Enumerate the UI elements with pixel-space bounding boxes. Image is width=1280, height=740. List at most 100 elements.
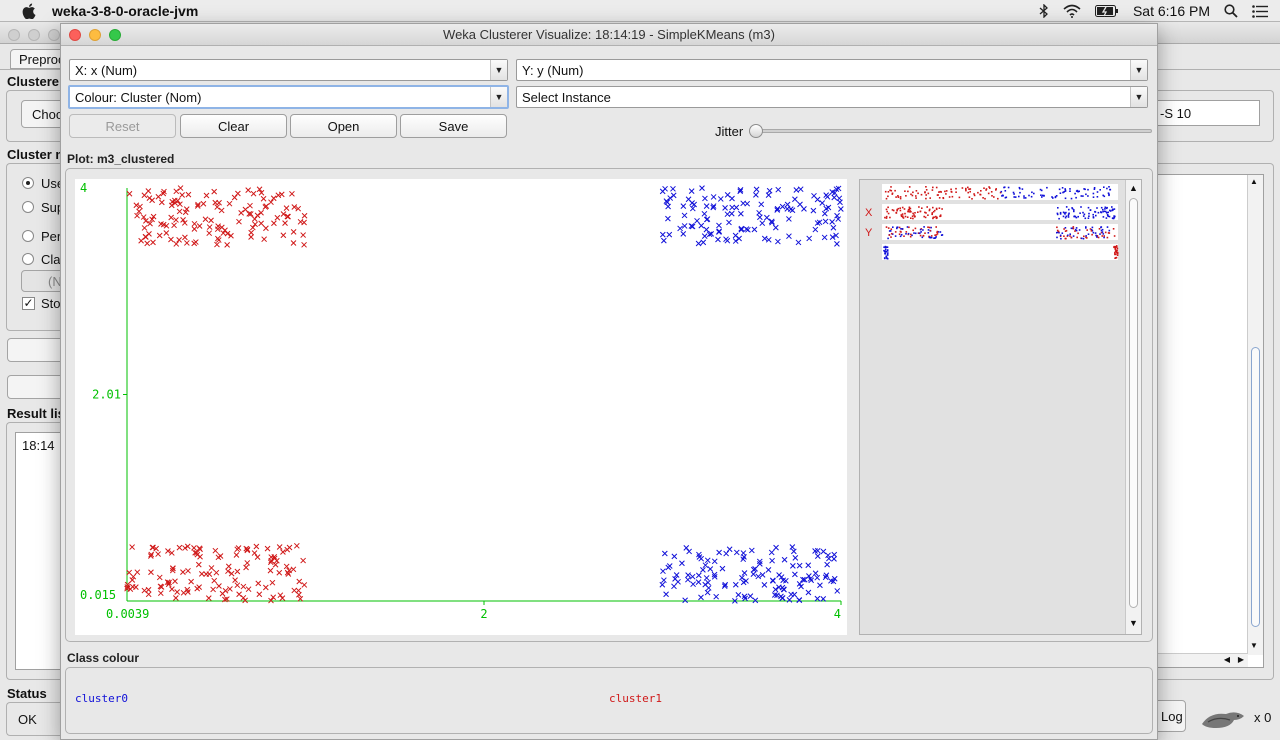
use-training-radio[interactable] (22, 177, 34, 189)
scroll-right-arrow-icon[interactable]: ▶ (1237, 655, 1244, 664)
legend-cluster0[interactable]: cluster0 (75, 692, 128, 705)
attr-point (1033, 192, 1035, 195)
data-point-cluster1 (211, 577, 218, 584)
attr-point (1060, 237, 1062, 240)
x-axis-select[interactable]: X: x (Num) ▼ (69, 59, 508, 81)
data-point-cluster1 (251, 216, 258, 222)
classes-to-clusters-radio[interactable] (22, 253, 34, 265)
weka-bird-icon[interactable] (1200, 708, 1248, 733)
spotlight-search-icon[interactable] (1224, 4, 1238, 18)
attr-point (1059, 213, 1062, 215)
attr-scroll-thumb[interactable] (1129, 198, 1138, 608)
app-name[interactable]: weka-3-8-0-oracle-jvm (52, 2, 199, 19)
battery-icon[interactable] (1094, 5, 1119, 17)
x-axis-dropdown-arrow-icon[interactable]: ▼ (490, 60, 507, 80)
data-point-cluster0 (772, 586, 779, 593)
data-point-cluster1 (269, 579, 276, 586)
result-list[interactable]: 18:14 (15, 432, 66, 670)
attr-point (1019, 187, 1021, 190)
save-button[interactable]: Save (400, 114, 507, 138)
data-point-cluster1 (126, 190, 133, 197)
attr-point (935, 234, 938, 236)
jitter-slider-knob[interactable] (749, 124, 763, 138)
close-window-button[interactable] (69, 29, 81, 41)
scroll-up-arrow-icon[interactable]: ▲ (1250, 177, 1258, 186)
attr-point (1106, 213, 1109, 216)
clusterer-output-text[interactable]: ▲ ▼ ◀ ▶ (1154, 174, 1264, 668)
colour-dropdown-arrow-icon[interactable]: ▼ (490, 87, 507, 107)
scatter-plot-svg[interactable]: 0.0039 2 4 4 2.01 0.015 (75, 179, 847, 635)
output-scroll-thumb[interactable] (1251, 347, 1260, 627)
data-point-cluster0 (758, 201, 765, 208)
attr-point (1062, 191, 1064, 194)
output-horizontal-scrollbar[interactable]: ◀ ▶ (1154, 653, 1248, 667)
data-point-cluster1 (260, 195, 267, 202)
attr-point (935, 215, 937, 218)
clusterer-options-field[interactable]: -S 10 (1154, 100, 1260, 126)
minimize-window-button[interactable] (89, 29, 101, 41)
scatter-plot-area[interactable]: 0.0039 2 4 4 2.01 0.015 (75, 179, 847, 635)
apple-icon[interactable] (20, 3, 38, 19)
percentage-split-radio[interactable] (22, 230, 34, 242)
attribute-bars-svg[interactable]: XY (860, 180, 1125, 634)
data-point-cluster1 (150, 239, 156, 246)
attr-bar-y-label: Y (865, 227, 873, 239)
data-point-cluster1 (231, 194, 238, 201)
scroll-down-arrow-icon[interactable]: ▼ (1250, 641, 1258, 650)
result-list-item[interactable]: 18:14 (22, 438, 55, 453)
jitter-slider-track[interactable] (753, 129, 1152, 133)
attr-point (884, 252, 886, 255)
select-instance-dropdown-arrow-icon[interactable]: ▼ (1130, 87, 1147, 107)
attr-point (1099, 233, 1101, 235)
data-point-cluster0 (698, 594, 704, 601)
attr-point (912, 191, 914, 194)
data-point-cluster1 (176, 237, 182, 243)
window-titlebar: Weka Clusterer Visualize: 18:14:19 - Sim… (61, 24, 1157, 46)
attr-point (917, 211, 919, 213)
y-axis-select[interactable]: Y: y (Num) ▼ (516, 59, 1148, 81)
wifi-icon[interactable] (1063, 4, 1081, 18)
data-point-cluster0 (765, 192, 772, 199)
output-vertical-scrollbar[interactable]: ▲ ▼ (1247, 175, 1263, 655)
attr-point (1057, 230, 1060, 233)
attr-point (1108, 215, 1111, 218)
open-button[interactable]: Open (290, 114, 397, 138)
zoom-window-button[interactable] (109, 29, 121, 41)
attr-point (930, 226, 932, 229)
scroll-left-arrow-icon[interactable]: ◀ (1223, 655, 1230, 664)
attr-scroll-down-arrow-icon[interactable]: ▼ (1129, 618, 1138, 628)
ignore-attributes-button[interactable] (7, 338, 67, 362)
data-point-cluster1 (129, 544, 135, 550)
attr-point (884, 216, 886, 219)
reset-button[interactable]: Reset (69, 114, 176, 138)
data-point-cluster0 (686, 548, 693, 555)
attr-point (899, 235, 902, 238)
explorer-minimize-button[interactable] (28, 29, 40, 41)
y-axis-dropdown-arrow-icon[interactable]: ▼ (1130, 60, 1147, 80)
attr-scroll-up-arrow-icon[interactable]: ▲ (1129, 183, 1138, 193)
colour-select[interactable]: Colour: Cluster (Nom) ▼ (68, 85, 509, 109)
store-clusters-checkbox[interactable]: ✓ (22, 296, 35, 310)
start-button[interactable] (7, 375, 67, 399)
clock[interactable]: Sat 6:16 PM (1132, 3, 1210, 19)
attr-point (940, 191, 942, 193)
explorer-zoom-button[interactable] (48, 29, 60, 41)
attr-point (1105, 207, 1108, 210)
bluetooth-icon[interactable] (1039, 4, 1049, 18)
data-point-cluster0 (659, 581, 666, 588)
tab-preprocess[interactable]: Preproc (10, 49, 70, 69)
data-point-cluster0 (703, 575, 710, 581)
clear-button[interactable]: Clear (180, 114, 287, 138)
colour-value: Colour: Cluster (Nom) (75, 89, 202, 105)
data-point-cluster1 (301, 241, 307, 248)
supplied-test-radio[interactable] (22, 201, 34, 213)
data-point-cluster1 (240, 594, 247, 601)
explorer-close-button[interactable] (8, 29, 20, 41)
select-instance-select[interactable]: Select Instance ▼ (516, 86, 1148, 108)
legend-cluster1[interactable]: cluster1 (609, 692, 662, 705)
attribute-panel-scrollbar[interactable]: ▲ ▼ (1125, 180, 1141, 634)
attr-point (1074, 215, 1077, 218)
class-attribute-combo[interactable]: (N (21, 270, 66, 292)
attr-point (1092, 192, 1095, 195)
notification-center-icon[interactable] (1252, 4, 1268, 18)
